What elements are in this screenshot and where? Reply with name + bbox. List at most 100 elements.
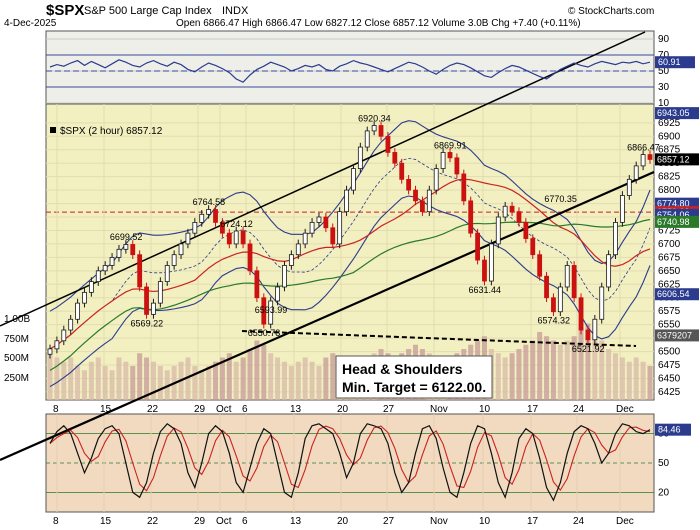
volume-bar xyxy=(150,361,156,400)
volume-bar xyxy=(164,370,170,400)
volume-bar xyxy=(206,366,212,400)
volume-bar xyxy=(578,327,584,400)
candle-body xyxy=(571,265,577,299)
candle-body xyxy=(578,297,584,331)
price-annotation-label: 6550.78 xyxy=(248,328,281,338)
volume-bar xyxy=(502,357,508,400)
candle-body xyxy=(413,189,418,202)
volume-bar xyxy=(302,357,308,400)
date-tick-label: 15 xyxy=(100,404,112,415)
candle-body xyxy=(54,340,60,350)
candle-body xyxy=(557,286,563,313)
stochastic-value-label: 84.46 xyxy=(658,425,681,435)
candle-body xyxy=(426,189,432,213)
volume-bar xyxy=(523,344,529,400)
neckline-trend-line xyxy=(0,170,655,462)
candle-body xyxy=(185,232,191,245)
date-tick-label-bottom: Dec xyxy=(616,516,634,527)
date-tick-label: 17 xyxy=(527,404,539,415)
candle-body xyxy=(406,178,412,191)
candle-body xyxy=(61,329,67,342)
candle-body xyxy=(47,348,53,355)
volume-bar xyxy=(81,370,87,400)
date-tick-label: Oct xyxy=(216,404,232,415)
date-tick-label-bottom: 13 xyxy=(290,516,302,527)
candle-body xyxy=(157,281,163,304)
candle-body xyxy=(82,291,87,304)
candle-body xyxy=(316,216,322,223)
candle-body xyxy=(392,152,398,164)
price-value-tag xyxy=(655,329,699,342)
candle-body xyxy=(282,265,287,288)
candle-body xyxy=(399,162,405,180)
candle-body xyxy=(502,205,508,218)
candle-body xyxy=(385,135,391,153)
volume-bar xyxy=(309,361,315,400)
price-tick-label: 6925 xyxy=(658,118,681,129)
price-value-tag xyxy=(655,215,699,228)
moving-averages xyxy=(49,120,651,388)
candle-body xyxy=(592,318,598,341)
candle-body xyxy=(144,286,149,315)
volume-bar xyxy=(123,361,129,400)
price-annotation-label: 6764.58 xyxy=(193,197,226,207)
candle-body xyxy=(164,265,170,283)
volume-bar xyxy=(54,357,60,400)
volume-bar xyxy=(47,349,53,400)
candle-body xyxy=(357,146,363,169)
candle-body xyxy=(633,165,639,180)
price-tick-label: 6800 xyxy=(658,185,681,196)
price-annotation-label: 6569.22 xyxy=(131,318,164,328)
candle-body xyxy=(275,286,280,302)
candle-body xyxy=(626,178,632,196)
volume-bar xyxy=(516,349,522,400)
date-tick-label-bottom: 20 xyxy=(337,516,349,527)
date-tick-label: Nov xyxy=(430,404,448,415)
rsi-tick-label: 10 xyxy=(658,98,670,109)
price-tick-label: 6900 xyxy=(658,131,681,142)
date-tick-label: Dec xyxy=(616,404,634,415)
candle-body xyxy=(151,302,156,315)
candle-body xyxy=(102,265,108,272)
price-annotations: 6920.34 6869.91 6866.47 6764.58 6724.12 6699.… xyxy=(110,113,660,353)
volume-bar xyxy=(109,370,115,400)
candle-body xyxy=(433,168,439,191)
right-axis: 6943.056857.126774.806759.086754.066740.… xyxy=(655,107,699,342)
volume-bar xyxy=(599,340,605,400)
candle-body xyxy=(295,243,301,256)
date-tick-label: 8 xyxy=(53,404,59,415)
candle-body xyxy=(268,300,274,325)
stochastic-tick-label: 20 xyxy=(658,487,670,498)
volume-bar xyxy=(137,353,143,400)
trend-lines xyxy=(0,31,655,462)
stochastic-tick-label: 50 xyxy=(658,458,670,469)
ma-200-line xyxy=(49,218,651,371)
volume-bar xyxy=(564,340,570,400)
candle-body xyxy=(599,286,605,320)
stochastic-k-line xyxy=(49,422,651,502)
price-value-label: 6774.80 xyxy=(657,199,690,209)
price-value-tag xyxy=(655,153,699,166)
candle-body xyxy=(178,243,184,256)
price-annotation-label: 6920.34 xyxy=(358,113,391,123)
candle-body xyxy=(530,238,536,256)
volume-bar xyxy=(281,361,287,400)
note-line-2: Min. Target = 6122.00. xyxy=(342,379,486,395)
date-tick-label-bottom: 17 xyxy=(527,516,539,527)
note-line-1: Head & Shoulders xyxy=(342,361,463,377)
volume-bar xyxy=(316,366,322,400)
volume-bar xyxy=(288,366,294,400)
price-annotation-label: 6631.44 xyxy=(468,285,501,295)
price-value-label: 6740.98 xyxy=(657,217,690,227)
volume-bar xyxy=(275,357,281,400)
upper-band-line xyxy=(49,120,651,312)
price-tick-label: 6475 xyxy=(658,360,681,371)
candle-body xyxy=(116,248,122,258)
price-value-label: 6754.06 xyxy=(657,210,690,220)
candle-body xyxy=(192,221,198,234)
date-tick-label-bottom: 22 xyxy=(147,516,159,527)
price-annotation-label: 6866.47 xyxy=(627,142,660,152)
candle-body xyxy=(88,281,94,293)
volume-bar xyxy=(626,361,632,400)
